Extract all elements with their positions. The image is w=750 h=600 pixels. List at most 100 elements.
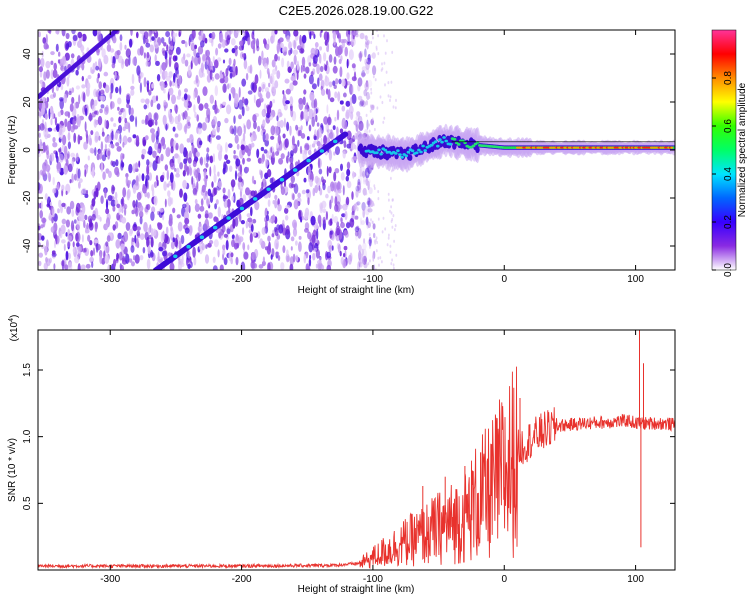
noise-blob [139, 82, 142, 93]
noise-blob [284, 78, 290, 84]
noise-blob [238, 86, 241, 98]
noise-dot [387, 81, 390, 85]
noise-blob [204, 102, 209, 109]
noise-blob [184, 163, 188, 173]
snr-y-axis-label: SNR (10 * v/v) [7, 438, 18, 502]
noise-blob [250, 190, 256, 197]
noise-blob [52, 188, 57, 194]
noise-blob [61, 55, 67, 65]
noise-blob [153, 41, 159, 49]
noise-blob [74, 255, 80, 264]
noise-blob [61, 259, 65, 270]
noise-blob [234, 93, 239, 104]
noise-blob [187, 157, 192, 164]
noise-blob [270, 147, 273, 153]
noise-blob [174, 115, 180, 125]
noise-blob [205, 49, 210, 57]
noise-blob [343, 245, 348, 251]
noise-blob [285, 225, 290, 235]
noise-blob [91, 213, 96, 221]
noise-blob [114, 191, 118, 200]
noise-blob [266, 105, 272, 115]
noise-blob [212, 56, 215, 64]
noise-dot [378, 263, 380, 267]
noise-blob [245, 72, 249, 81]
snr-panel: -300 -200 -100 0 100 0.5 1.0 1.5 Height of stra… [7, 315, 676, 595]
noise-blob [89, 112, 92, 122]
noise-blob [91, 69, 94, 74]
noise-blob [354, 230, 359, 237]
noise-blob [56, 168, 61, 173]
noise-blob [270, 135, 275, 140]
noise-blob [356, 225, 360, 231]
noise-blob [250, 40, 256, 50]
carrier-peak [423, 149, 428, 152]
noise-blob [130, 89, 135, 96]
noise-blob [59, 230, 63, 239]
carrier-peak [444, 139, 449, 143]
noise-blob [352, 156, 358, 161]
noise-blob [325, 211, 328, 221]
noise-blob [285, 100, 290, 105]
noise-blob [160, 37, 165, 44]
noise-blob [157, 222, 163, 230]
noise-blob [337, 244, 341, 253]
noise-blob [52, 176, 55, 186]
noise-blob [321, 265, 325, 270]
noise-dot [382, 216, 385, 220]
noise-dot [386, 243, 389, 247]
noise-blob [94, 119, 99, 126]
noise-blob [363, 255, 367, 264]
noise-blob [264, 87, 270, 93]
noise-dot [381, 230, 384, 234]
noise-blob [60, 84, 64, 91]
noise-blob [174, 77, 178, 88]
noise-blob [146, 164, 150, 176]
noise-dot [392, 263, 395, 267]
noise-blob [238, 176, 243, 183]
noise-blob [341, 78, 346, 87]
snr-x-axis-label: Height of straight line (km) [298, 584, 415, 595]
noise-blob [78, 94, 81, 105]
noise-blob [111, 130, 114, 141]
noise-blob [110, 117, 114, 122]
noise-blob [167, 196, 172, 207]
noise-blob [241, 53, 246, 58]
noise-blob [287, 151, 290, 158]
noise-blob [272, 68, 277, 75]
noise-dot [369, 245, 371, 249]
noise-blob [313, 140, 318, 145]
noise-blob [93, 99, 98, 107]
carrier-peak [394, 152, 398, 155]
noise-blob [233, 115, 236, 124]
noise-blob [354, 215, 359, 220]
noise-blob [274, 228, 279, 237]
noise-blob [126, 103, 130, 109]
noise-dot [366, 172, 369, 176]
noise-blob [101, 154, 107, 162]
noise-blob [293, 222, 297, 231]
noise-blob [87, 155, 90, 161]
noise-blob [52, 137, 56, 143]
noise-blob [261, 108, 267, 118]
noise-dot [389, 209, 391, 213]
noise-blob [308, 124, 312, 132]
noise-blob [183, 158, 188, 165]
noise-dot [394, 228, 396, 232]
noise-dot [372, 203, 375, 207]
noise-blob [121, 207, 124, 214]
noise-blob [124, 117, 127, 124]
noise-blob [43, 71, 47, 81]
noise-blob [141, 119, 145, 125]
noise-blob [216, 143, 222, 151]
noise-blob [249, 233, 253, 243]
noise-blob [281, 57, 285, 68]
noise-blob [128, 104, 132, 116]
noise-dot [377, 197, 380, 201]
noise-blob [270, 254, 273, 260]
noise-blob [249, 64, 253, 74]
noise-blob [79, 178, 83, 183]
noise-blob [332, 31, 337, 41]
noise-blob [280, 262, 285, 270]
noise-blob [212, 256, 216, 263]
